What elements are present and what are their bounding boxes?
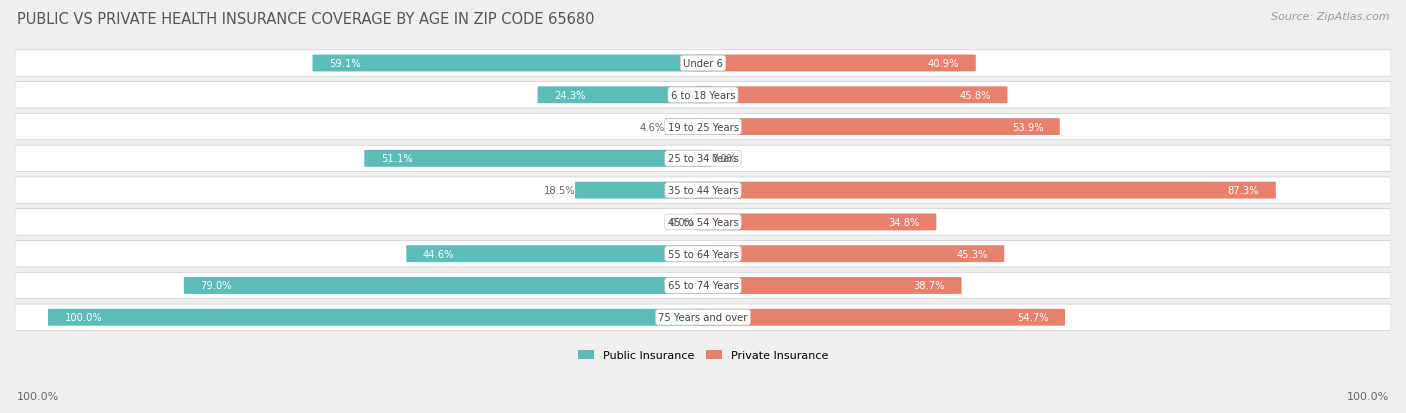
FancyBboxPatch shape (15, 209, 1391, 235)
FancyBboxPatch shape (695, 87, 1008, 104)
Text: 19 to 25 Years: 19 to 25 Years (668, 122, 738, 132)
FancyBboxPatch shape (15, 241, 1391, 267)
Text: 38.7%: 38.7% (914, 281, 945, 291)
FancyBboxPatch shape (15, 273, 1391, 299)
FancyBboxPatch shape (184, 278, 711, 294)
Text: Under 6: Under 6 (683, 59, 723, 69)
Text: 4.6%: 4.6% (640, 122, 665, 132)
Text: 100.0%: 100.0% (65, 313, 103, 323)
FancyBboxPatch shape (695, 119, 1060, 136)
FancyBboxPatch shape (695, 182, 1275, 199)
Text: 79.0%: 79.0% (200, 281, 232, 291)
Text: 100.0%: 100.0% (17, 391, 59, 401)
Text: PUBLIC VS PRIVATE HEALTH INSURANCE COVERAGE BY AGE IN ZIP CODE 65680: PUBLIC VS PRIVATE HEALTH INSURANCE COVER… (17, 12, 595, 27)
Text: 53.9%: 53.9% (1012, 122, 1043, 132)
Text: 55 to 64 Years: 55 to 64 Years (668, 249, 738, 259)
Text: 44.6%: 44.6% (423, 249, 454, 259)
FancyBboxPatch shape (15, 178, 1391, 204)
Text: 25 to 34 Years: 25 to 34 Years (668, 154, 738, 164)
FancyBboxPatch shape (537, 87, 711, 104)
FancyBboxPatch shape (406, 246, 711, 263)
Text: 45.3%: 45.3% (956, 249, 987, 259)
FancyBboxPatch shape (48, 309, 711, 326)
FancyBboxPatch shape (15, 114, 1391, 140)
Text: 87.3%: 87.3% (1227, 186, 1260, 196)
Text: 45.8%: 45.8% (959, 90, 991, 100)
Text: 45 to 54 Years: 45 to 54 Years (668, 217, 738, 227)
Text: 51.1%: 51.1% (381, 154, 412, 164)
FancyBboxPatch shape (695, 278, 962, 294)
Text: 40.9%: 40.9% (928, 59, 959, 69)
FancyBboxPatch shape (695, 214, 936, 231)
Text: 100.0%: 100.0% (1347, 391, 1389, 401)
Text: 6 to 18 Years: 6 to 18 Years (671, 90, 735, 100)
Text: 35 to 44 Years: 35 to 44 Years (668, 186, 738, 196)
FancyBboxPatch shape (15, 304, 1391, 331)
Text: 54.7%: 54.7% (1017, 313, 1049, 323)
Text: 24.3%: 24.3% (554, 90, 586, 100)
FancyBboxPatch shape (15, 83, 1391, 109)
FancyBboxPatch shape (15, 146, 1391, 172)
FancyBboxPatch shape (695, 246, 1004, 263)
Text: 75 Years and over: 75 Years and over (658, 313, 748, 323)
FancyBboxPatch shape (15, 51, 1391, 77)
FancyBboxPatch shape (695, 309, 1064, 326)
Text: 18.5%: 18.5% (544, 186, 575, 196)
FancyBboxPatch shape (364, 150, 711, 167)
Text: 65 to 74 Years: 65 to 74 Years (668, 281, 738, 291)
Text: 34.8%: 34.8% (889, 217, 920, 227)
FancyBboxPatch shape (665, 119, 711, 136)
FancyBboxPatch shape (312, 55, 711, 72)
Text: Source: ZipAtlas.com: Source: ZipAtlas.com (1271, 12, 1389, 22)
Text: 59.1%: 59.1% (329, 59, 361, 69)
Text: 0.0%: 0.0% (711, 154, 737, 164)
Text: 0.0%: 0.0% (669, 217, 695, 227)
FancyBboxPatch shape (575, 182, 711, 199)
Legend: Public Insurance, Private Insurance: Public Insurance, Private Insurance (574, 346, 832, 365)
FancyBboxPatch shape (695, 55, 976, 72)
